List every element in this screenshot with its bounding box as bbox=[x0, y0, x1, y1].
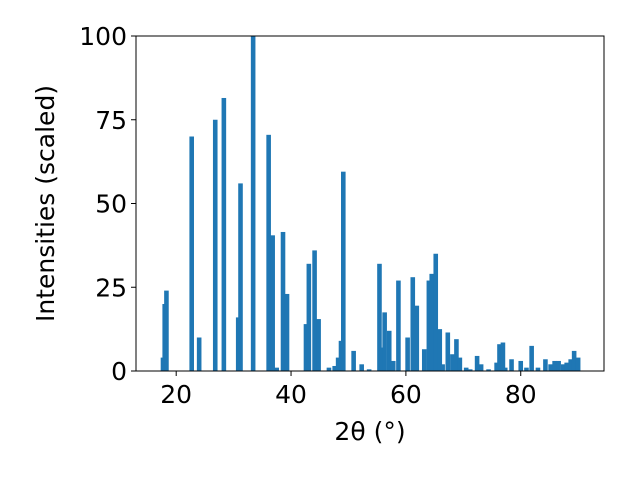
bar-45 bbox=[457, 357, 463, 371]
bar-64 bbox=[560, 364, 566, 371]
x-tick-label-20: 20 bbox=[160, 380, 192, 409]
bar-23 bbox=[341, 171, 346, 371]
bar-21 bbox=[335, 357, 341, 371]
bar-16 bbox=[306, 263, 312, 371]
bar-6 bbox=[221, 97, 227, 371]
bar-32 bbox=[396, 280, 401, 371]
bar-61 bbox=[548, 364, 553, 371]
bar-20 bbox=[332, 365, 337, 371]
bar-25 bbox=[359, 364, 364, 371]
bar-66 bbox=[568, 359, 573, 371]
bar-62 bbox=[552, 360, 557, 371]
bar-42 bbox=[445, 332, 451, 371]
x-tick-label-40: 40 bbox=[275, 380, 307, 409]
bar-22 bbox=[338, 340, 344, 371]
bar-49 bbox=[478, 364, 484, 371]
bar-54 bbox=[502, 367, 508, 371]
bar-53 bbox=[500, 342, 506, 371]
y-tick-label-25: 25 bbox=[95, 273, 127, 302]
bar-65 bbox=[564, 362, 569, 372]
bar-9 bbox=[250, 36, 256, 371]
bar-33 bbox=[405, 337, 410, 371]
bar-4 bbox=[196, 337, 202, 371]
bar-39 bbox=[433, 253, 439, 371]
bar-13 bbox=[280, 231, 286, 371]
bar-56 bbox=[518, 360, 524, 371]
bar-36 bbox=[421, 349, 427, 371]
bar-2 bbox=[164, 290, 169, 371]
bar-67 bbox=[571, 350, 577, 371]
bar-14 bbox=[284, 293, 290, 371]
bar-52 bbox=[497, 344, 502, 371]
bar-11 bbox=[270, 235, 275, 371]
bar-51 bbox=[494, 362, 499, 372]
bar-48 bbox=[474, 355, 480, 371]
bar-44 bbox=[454, 339, 459, 371]
plot-area-background bbox=[136, 36, 604, 371]
bar-30 bbox=[386, 330, 392, 371]
bar-63 bbox=[556, 360, 561, 371]
bar-41 bbox=[440, 364, 445, 371]
bar-60 bbox=[543, 359, 548, 371]
bar-19 bbox=[326, 367, 332, 371]
bar-15 bbox=[303, 324, 309, 371]
bar-43 bbox=[450, 354, 455, 371]
bar-27 bbox=[377, 263, 382, 371]
bar-28 bbox=[379, 347, 385, 371]
y-tick-label-50: 50 bbox=[95, 190, 127, 219]
bar-24 bbox=[351, 350, 356, 371]
bar-8 bbox=[238, 183, 243, 371]
bar-10 bbox=[266, 134, 271, 371]
y-tick-label-0: 0 bbox=[111, 357, 127, 386]
y-tick-label-75: 75 bbox=[95, 106, 127, 135]
bar-12 bbox=[274, 367, 279, 371]
bar-68 bbox=[575, 357, 581, 371]
bar-57 bbox=[524, 367, 529, 371]
bar-18 bbox=[316, 319, 321, 371]
bar-26 bbox=[366, 369, 372, 371]
bar-29 bbox=[382, 312, 387, 372]
bar-38 bbox=[429, 273, 435, 371]
x-tick-label-80: 80 bbox=[505, 380, 537, 409]
bar-46 bbox=[463, 367, 469, 371]
bar-35 bbox=[414, 305, 420, 371]
y-axis-ticks: 0 25 50 75 100 bbox=[79, 22, 136, 386]
x-axis-ticks: 20 40 60 80 bbox=[160, 371, 537, 409]
bar-37 bbox=[426, 280, 432, 371]
x-axis-label: 2θ (°) bbox=[334, 417, 405, 446]
bar-34 bbox=[410, 277, 416, 371]
bar-59 bbox=[535, 367, 541, 371]
y-axis-label: Intensities (scaled) bbox=[31, 85, 60, 322]
bar-40 bbox=[437, 329, 443, 372]
y-tick-label-100: 100 bbox=[79, 22, 127, 51]
bar-17 bbox=[312, 250, 317, 371]
bar-50 bbox=[486, 369, 491, 371]
bars-group bbox=[160, 36, 581, 372]
bar-58 bbox=[529, 345, 534, 372]
bar-3 bbox=[189, 136, 194, 371]
bar-5 bbox=[212, 119, 218, 371]
x-tick-label-60: 60 bbox=[390, 380, 422, 409]
bar-47 bbox=[467, 369, 473, 371]
bar-55 bbox=[509, 359, 514, 371]
bar-31 bbox=[390, 360, 396, 371]
